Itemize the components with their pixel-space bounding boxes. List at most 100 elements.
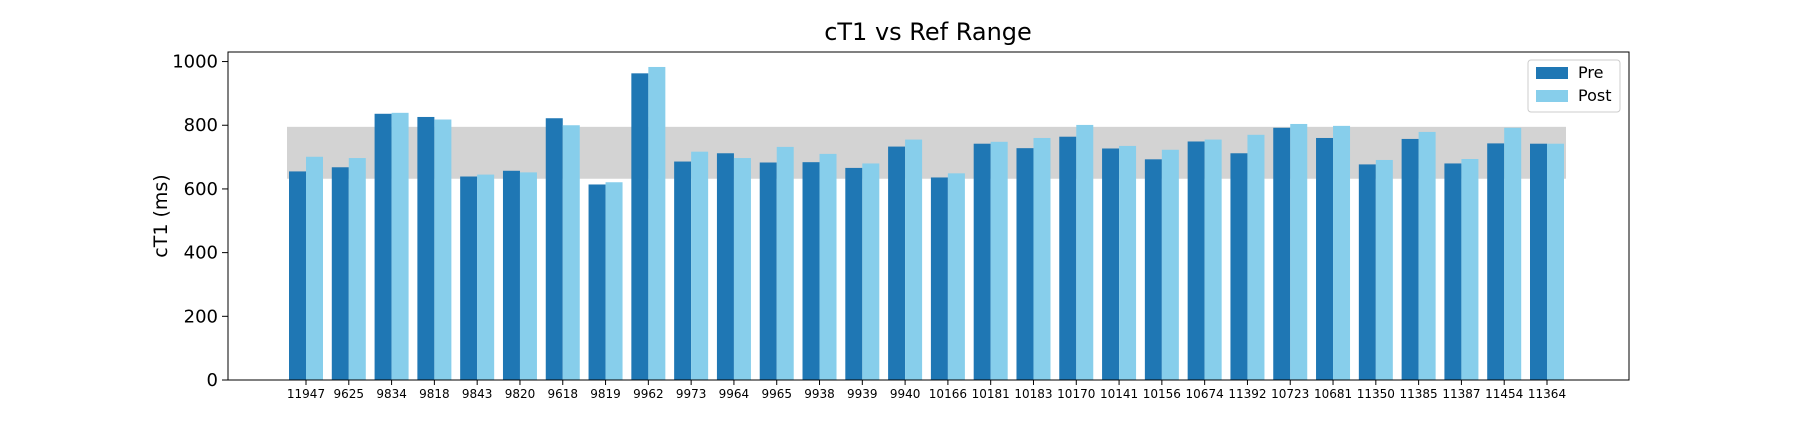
- bar-post-10674: [1204, 139, 1222, 380]
- bar-post-9820: [519, 172, 537, 380]
- x-tick-label-10156: 10156: [1143, 387, 1181, 401]
- bar-pre-10183: [1016, 148, 1034, 380]
- x-tick-label-11364: 11364: [1528, 387, 1566, 401]
- bars-group: [289, 66, 1564, 381]
- bar-pre-10156: [1144, 159, 1162, 380]
- bar-post-9938: [819, 153, 837, 380]
- bar-post-9940: [905, 139, 923, 380]
- bar-pre-9820: [502, 170, 520, 380]
- bar-pre-10166: [930, 177, 948, 380]
- x-tick-label-9973: 9973: [676, 387, 707, 401]
- bar-pre-9938: [802, 162, 820, 380]
- bar-post-9618: [562, 125, 580, 380]
- bar-pre-10181: [973, 143, 991, 380]
- bar-post-9819: [605, 182, 623, 380]
- bar-pre-9834: [374, 113, 392, 381]
- legend: Pre Post: [1527, 59, 1621, 113]
- bar-post-9834: [391, 112, 409, 380]
- x-tick-label-9962: 9962: [633, 387, 664, 401]
- y-tick-label-400: 400: [184, 243, 218, 264]
- x-tick-label-9964: 9964: [719, 387, 750, 401]
- reference-range-band: [287, 126, 1566, 179]
- x-tick-label-11385: 11385: [1400, 387, 1438, 401]
- bar-post-9625: [348, 158, 366, 380]
- bar-post-10723: [1290, 123, 1308, 380]
- legend-label-post: Post: [1578, 86, 1611, 105]
- x-tick-label-9818: 9818: [419, 387, 450, 401]
- bar-pre-10674: [1187, 141, 1205, 380]
- chart-title: cT1 vs Ref Range: [824, 18, 1032, 46]
- bar-pre-10170: [1059, 136, 1077, 380]
- bar-pre-9618: [545, 118, 563, 381]
- bar-post-10181: [990, 141, 1008, 380]
- bar-pre-11454: [1487, 143, 1505, 380]
- bar-pre-9973: [674, 161, 692, 380]
- x-tick-label-9940: 9940: [890, 387, 921, 401]
- x-tick-label-10183: 10183: [1014, 387, 1052, 401]
- plot-frame: [227, 51, 1630, 381]
- bar-pre-9939: [845, 167, 863, 380]
- x-tick-label-10681: 10681: [1314, 387, 1352, 401]
- x-tick-label-9939: 9939: [847, 387, 878, 401]
- bar-post-11454: [1504, 127, 1522, 381]
- bar-post-10183: [1033, 137, 1051, 380]
- bar-pre-9818: [417, 116, 435, 380]
- bar-post-10170: [1076, 124, 1094, 380]
- legend-swatch-post: [1536, 90, 1568, 102]
- bar-pre-11385: [1401, 138, 1419, 380]
- bar-pre-9940: [888, 146, 906, 380]
- x-tick-label-11454: 11454: [1485, 387, 1523, 401]
- x-tick-label-10170: 10170: [1057, 387, 1095, 401]
- bar-post-9964: [733, 158, 751, 380]
- bar-post-9962: [648, 66, 666, 381]
- bar-post-11350: [1375, 159, 1393, 380]
- x-tick-label-9938: 9938: [804, 387, 835, 401]
- bar-post-11387: [1461, 158, 1479, 380]
- x-tick-label-11350: 11350: [1357, 387, 1395, 401]
- y-tick-label-1000: 1000: [172, 52, 218, 73]
- x-tick-label-9819: 9819: [590, 387, 621, 401]
- bar-post-10166: [947, 173, 965, 380]
- bar-post-11392: [1247, 134, 1265, 380]
- x-tick-label-10141: 10141: [1100, 387, 1138, 401]
- x-tick-label-10166: 10166: [929, 387, 967, 401]
- bar-pre-9965: [759, 162, 777, 380]
- bar-pre-9819: [588, 184, 606, 380]
- bar-post-9939: [862, 163, 880, 380]
- x-tick-label-9820: 9820: [505, 387, 536, 401]
- x-tick-label-10674: 10674: [1186, 387, 1224, 401]
- x-tick-label-9618: 9618: [547, 387, 578, 401]
- bar-post-9818: [434, 119, 452, 380]
- bar-post-9973: [691, 151, 709, 380]
- bar-post-11385: [1418, 131, 1436, 380]
- x-axis: 11947 9625 9834 9818 9843 9820 9618 9819 9962 997…: [287, 380, 1566, 401]
- y-tick-label-600: 600: [184, 179, 218, 200]
- bar-post-10156: [1161, 149, 1179, 380]
- x-tick-label-9965: 9965: [761, 387, 792, 401]
- bar-pre-9964: [716, 153, 734, 380]
- bar-pre-11350: [1358, 164, 1376, 380]
- x-tick-label-9625: 9625: [334, 387, 365, 401]
- bar-pre-10681: [1316, 137, 1334, 380]
- bar-post-9965: [776, 146, 794, 380]
- bar-post-10141: [1119, 145, 1137, 380]
- reference-range-rect: [287, 126, 1566, 179]
- bar-pre-9962: [631, 73, 649, 380]
- y-axis: 0 200 400 600 800 1000: [172, 52, 228, 391]
- y-tick-label-800: 800: [184, 115, 218, 136]
- bar-pre-10723: [1273, 127, 1291, 381]
- bar-post-10681: [1333, 125, 1351, 380]
- x-tick-label-10181: 10181: [972, 387, 1010, 401]
- legend-swatch-pre: [1536, 67, 1568, 79]
- legend-label-pre: Pre: [1578, 63, 1603, 82]
- bar-pre-11947: [289, 171, 306, 380]
- bar-post-11364: [1547, 143, 1564, 380]
- x-tick-label-11392: 11392: [1228, 387, 1266, 401]
- y-axis-label: cT1 (ms): [150, 174, 172, 257]
- bar-pre-9843: [460, 176, 478, 380]
- x-tick-label-11947: 11947: [287, 387, 325, 401]
- bar-pre-11392: [1230, 153, 1248, 380]
- bar-pre-9625: [331, 167, 349, 380]
- bar-pre-11364: [1530, 143, 1547, 380]
